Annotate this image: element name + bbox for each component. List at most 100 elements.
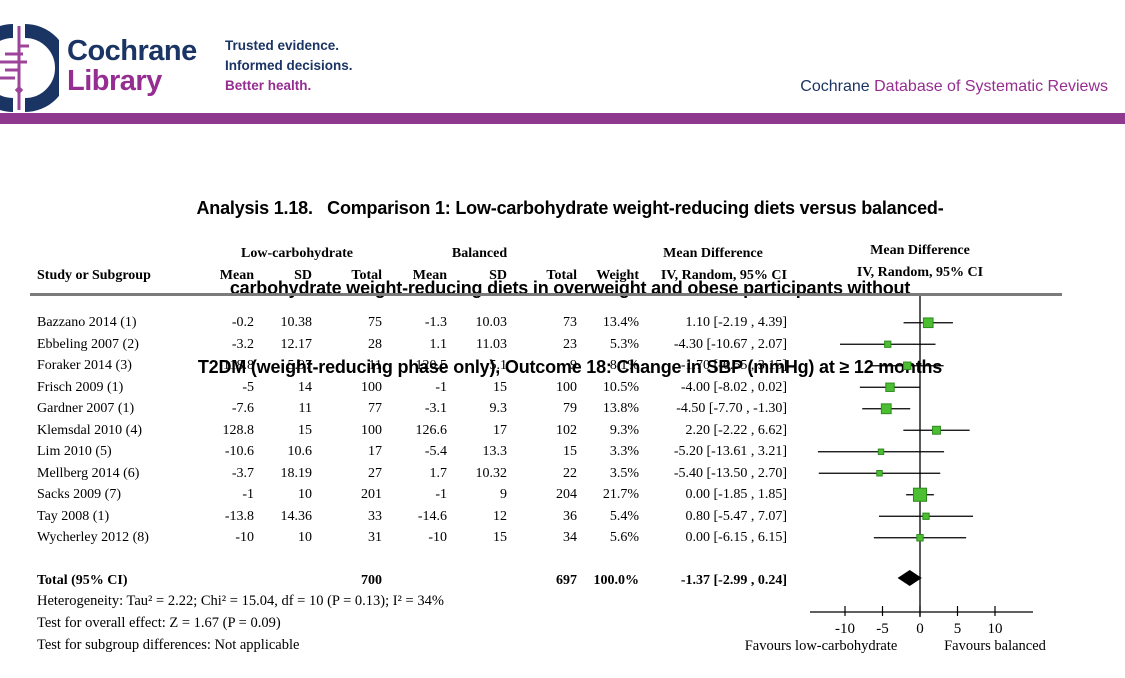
table-row: Foraker 2014 (3) 118.8 5.97 11 120.5 5.1 9 8.1%… bbox=[37, 355, 787, 377]
study-marker bbox=[912, 487, 928, 502]
cell-mean-low: -7.6 bbox=[231, 401, 254, 416]
journal-title: Cochrane Database of Systematic Reviews bbox=[800, 78, 1108, 96]
cell-study: Klemsdal 2010 (4) bbox=[37, 422, 142, 438]
cell-study: Ebbeling 2007 (2) bbox=[37, 336, 139, 352]
cell-total-low: 27 bbox=[368, 465, 382, 481]
total-n-low: 700 bbox=[361, 573, 382, 588]
study-marker bbox=[880, 403, 892, 415]
cell-sd-low: 10 bbox=[298, 530, 312, 545]
group-balanced: Balanced bbox=[451, 246, 508, 261]
study-marker bbox=[885, 382, 895, 392]
cell-sd-low: 11 bbox=[298, 401, 312, 416]
cell-mean-low: -10 bbox=[235, 530, 254, 545]
table-rows: Bazzano 2014 (1) -0.2 10.38 75 -1.3 10.03 73 13… bbox=[37, 312, 787, 549]
cell-sd-low: 5.97 bbox=[287, 358, 313, 373]
cell-total-bal: 36 bbox=[563, 508, 577, 524]
study-marker bbox=[922, 317, 934, 329]
total-weight: 100.0% bbox=[593, 573, 640, 588]
cell-study: Bazzano 2014 (1) bbox=[37, 315, 137, 330]
table-row: Frisch 2009 (1) -5 14 100 -1 15 100 10.5% -4.00 … bbox=[37, 377, 787, 399]
cell-sd-low: 12.17 bbox=[280, 336, 313, 352]
cell-total-bal: 15 bbox=[563, 444, 577, 459]
cell-ci: 2.20 [-2.22 , 6.62] bbox=[685, 422, 788, 438]
cell-ci: 0.00 [-6.15 , 6.15] bbox=[685, 530, 788, 545]
cell-total-bal: 73 bbox=[563, 315, 577, 330]
cell-total-low: 31 bbox=[368, 530, 382, 545]
cell-sd-bal: 15 bbox=[493, 379, 507, 395]
cell-mean-bal: -1.3 bbox=[424, 315, 447, 330]
favours-left-label: Favours low-carbohydrate bbox=[745, 638, 898, 654]
table-row: Bazzano 2014 (1) -0.2 10.38 75 -1.3 10.03 73 13… bbox=[37, 312, 787, 334]
cell-mean-bal: -10 bbox=[428, 530, 447, 545]
cell-total-low: 100 bbox=[361, 379, 382, 395]
cell-mean-bal: -14.6 bbox=[417, 508, 447, 524]
cell-weight: 10.5% bbox=[602, 379, 639, 395]
table-row: Lim 2010 (5) -10.6 10.6 17 -5.4 13.3 15 3.3% -5.… bbox=[37, 441, 787, 463]
axis-tick-label: -5 bbox=[876, 621, 889, 637]
study-marker bbox=[876, 470, 883, 477]
cell-study: Gardner 2007 (1) bbox=[37, 401, 135, 416]
axis-tick-label: 0 bbox=[916, 621, 924, 637]
journal-title-prefix: Cochrane bbox=[800, 78, 870, 95]
cell-ci: 1.10 [-2.19 , 4.39] bbox=[685, 315, 788, 330]
table-group-header: Low-carbohydrate Balanced Mean Differenc… bbox=[37, 243, 787, 265]
cell-mean-bal: 120.5 bbox=[415, 358, 448, 373]
cell-weight: 13.4% bbox=[602, 315, 639, 330]
plot-header-ci: IV, Random, 95% CI bbox=[856, 265, 984, 280]
cell-sd-bal: 9.3 bbox=[489, 401, 508, 416]
cell-total-low: 100 bbox=[361, 422, 382, 438]
cell-ci: 0.80 [-5.47 , 7.07] bbox=[685, 508, 788, 524]
cell-ci: -4.30 [-10.67 , 2.07] bbox=[673, 336, 787, 352]
cell-sd-low: 14.36 bbox=[280, 508, 313, 524]
cell-total-bal: 204 bbox=[556, 487, 577, 502]
cell-sd-low: 10 bbox=[298, 487, 312, 502]
table-row: Ebbeling 2007 (2) -3.2 12.17 28 1.1 11.03 23 5.… bbox=[37, 334, 787, 356]
cell-sd-low: 10.38 bbox=[280, 315, 313, 330]
cell-sd-bal: 9 bbox=[500, 487, 507, 502]
cell-sd-low: 14 bbox=[298, 379, 312, 395]
cell-mean-low: 118.8 bbox=[223, 358, 254, 373]
study-marker bbox=[877, 448, 885, 455]
brand-wordmark: Cochrane Library bbox=[67, 36, 197, 96]
footnote-subgroup: Test for subgroup differences: Not appli… bbox=[37, 637, 300, 653]
axis-tick-label: 5 bbox=[954, 621, 962, 637]
cell-total-low: 201 bbox=[361, 487, 382, 502]
cell-study: Lim 2010 (5) bbox=[37, 444, 112, 459]
cell-ci: -1.70 [-6.55 , 3.15] bbox=[680, 358, 787, 373]
cell-mean-bal: -3.1 bbox=[424, 401, 447, 416]
cell-total-low: 28 bbox=[368, 336, 382, 352]
table-row: Klemsdal 2010 (4) 128.8 15 100 126.6 17 102 9.3… bbox=[37, 420, 787, 442]
cell-sd-low: 18.19 bbox=[280, 465, 313, 481]
cell-sd-bal: 11.03 bbox=[476, 336, 507, 352]
cochrane-logo-icon bbox=[0, 24, 69, 117]
favours-right-label: Favours balanced bbox=[944, 638, 1047, 654]
cell-study: Foraker 2014 (3) bbox=[37, 358, 132, 373]
cell-mean-low: -13.8 bbox=[224, 508, 254, 524]
col-total-low: Total bbox=[351, 268, 382, 283]
cell-total-low: 11 bbox=[368, 358, 382, 373]
col-mean-low: Mean bbox=[219, 268, 254, 283]
col-ci: IV, Random, 95% CI bbox=[660, 268, 787, 283]
axis-tick-label: 10 bbox=[988, 621, 1003, 637]
study-marker bbox=[916, 534, 924, 542]
cell-mean-low: -5 bbox=[242, 379, 254, 395]
axis-tick-label: -10 bbox=[835, 621, 855, 637]
cell-sd-low: 10.6 bbox=[287, 444, 313, 459]
study-marker bbox=[922, 512, 930, 520]
cell-total-bal: 22 bbox=[563, 465, 577, 481]
cell-weight: 3.3% bbox=[609, 444, 639, 459]
col-sd-bal: SD bbox=[489, 268, 507, 283]
cell-ci: -5.40 [-13.50 , 2.70] bbox=[673, 465, 787, 481]
taglines: Trusted evidence. Informed decisions. Be… bbox=[225, 36, 353, 96]
cell-weight: 3.5% bbox=[609, 465, 639, 481]
brand-cochrane: Cochrane bbox=[67, 35, 197, 67]
tagline-informed: Informed decisions. bbox=[225, 58, 353, 73]
footnote-overall-effect: Test for overall effect: Z = 1.67 (P = 0… bbox=[37, 615, 281, 631]
cell-sd-low: 15 bbox=[298, 422, 312, 438]
total-diamond bbox=[897, 570, 922, 586]
cell-mean-low: -10.6 bbox=[224, 444, 254, 459]
cell-total-bal: 23 bbox=[563, 336, 577, 352]
table-row: Wycherley 2012 (8) -10 10 31 -10 15 34 5.6% 0.00… bbox=[37, 527, 787, 549]
cell-study: Sacks 2009 (7) bbox=[37, 487, 121, 502]
